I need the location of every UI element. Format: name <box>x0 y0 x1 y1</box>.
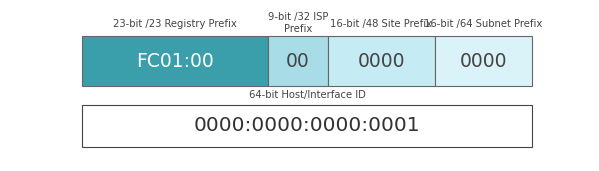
Text: FC01:00: FC01:00 <box>136 52 214 71</box>
FancyBboxPatch shape <box>328 36 435 86</box>
FancyBboxPatch shape <box>268 36 328 86</box>
Text: 9-bit /32 ISP
Prefix: 9-bit /32 ISP Prefix <box>268 12 328 34</box>
Text: 0000: 0000 <box>358 52 405 71</box>
Text: 0000:0000:0000:0001: 0000:0000:0000:0001 <box>193 116 420 135</box>
FancyBboxPatch shape <box>82 36 268 86</box>
FancyBboxPatch shape <box>82 105 532 147</box>
Text: 00: 00 <box>286 52 310 71</box>
Text: 16-bit /64 Subnet Prefix: 16-bit /64 Subnet Prefix <box>424 19 543 29</box>
Text: 16-bit /48 Site Prefix: 16-bit /48 Site Prefix <box>330 19 432 29</box>
FancyBboxPatch shape <box>435 36 532 86</box>
Text: 23-bit /23 Registry Prefix: 23-bit /23 Registry Prefix <box>113 19 237 29</box>
Text: 64-bit Host/Interface ID: 64-bit Host/Interface ID <box>249 90 365 100</box>
Text: 0000: 0000 <box>459 52 507 71</box>
